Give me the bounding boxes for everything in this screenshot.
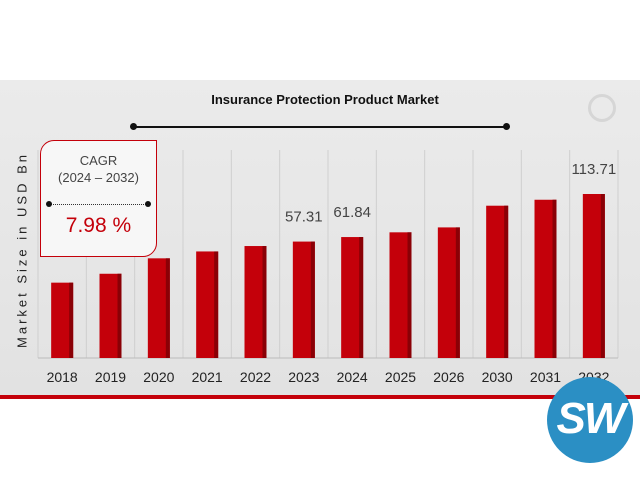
bar-shade — [407, 232, 412, 358]
data-label: 113.71 — [571, 161, 616, 178]
bar-2019 — [99, 273, 122, 358]
x-tick-label: 2020 — [143, 369, 174, 385]
bar-shade — [504, 205, 509, 358]
bar-shade — [600, 194, 605, 358]
bar-shade — [165, 258, 170, 358]
bar-shade — [262, 246, 267, 358]
bar-shade — [69, 282, 74, 358]
bar-2031 — [534, 199, 557, 358]
cagr-box: CAGR (2024 – 2032) 7.98 % — [40, 140, 157, 257]
chart-title: Insurance Protection Product Market — [211, 92, 439, 107]
x-tick-label: 2026 — [433, 369, 464, 385]
divider-dot — [130, 123, 137, 130]
data-label: 57.31 — [285, 209, 323, 226]
cagr-dot — [145, 201, 151, 207]
x-tick-label: 2030 — [482, 369, 513, 385]
x-tick-label: 2022 — [240, 369, 271, 385]
sw-logo: SW — [547, 377, 633, 463]
cagr-period: (2024 – 2032) — [58, 170, 139, 185]
data-label: 61.84 — [333, 204, 371, 221]
bottom-red-line — [0, 395, 640, 399]
bar-2025 — [389, 232, 412, 358]
x-tick-label: 2018 — [47, 369, 78, 385]
title-divider — [133, 126, 507, 128]
cagr-label: CAGR — [79, 153, 118, 168]
bar-2018 — [51, 282, 74, 358]
bar-2020 — [147, 258, 170, 358]
bar-2022 — [244, 246, 267, 358]
bar-shade — [310, 241, 315, 358]
bar-2023 — [292, 241, 315, 358]
cagr-value: 7.98 % — [65, 214, 132, 237]
bar-2026 — [437, 227, 460, 358]
bar-shade — [117, 273, 122, 358]
bar-shade — [552, 199, 557, 358]
bar-shade — [455, 227, 460, 358]
bar-2024 — [341, 237, 364, 358]
cagr-dot — [46, 201, 52, 207]
bar-shade — [214, 251, 219, 358]
watermark-logo-icon — [588, 94, 616, 122]
x-tick-label: 2025 — [385, 369, 416, 385]
bar-shade — [359, 237, 364, 358]
x-tick-label: 2021 — [192, 369, 223, 385]
divider-dot — [503, 123, 510, 130]
bar-2021 — [196, 251, 219, 358]
bar-2030 — [486, 205, 509, 358]
cagr-divider — [49, 204, 148, 205]
bar-2032 — [582, 194, 605, 358]
x-tick-label: 2019 — [95, 369, 126, 385]
x-tick-label: 2031 — [530, 369, 561, 385]
x-tick-label: 2023 — [288, 369, 319, 385]
x-tick-label: 2024 — [337, 369, 368, 385]
